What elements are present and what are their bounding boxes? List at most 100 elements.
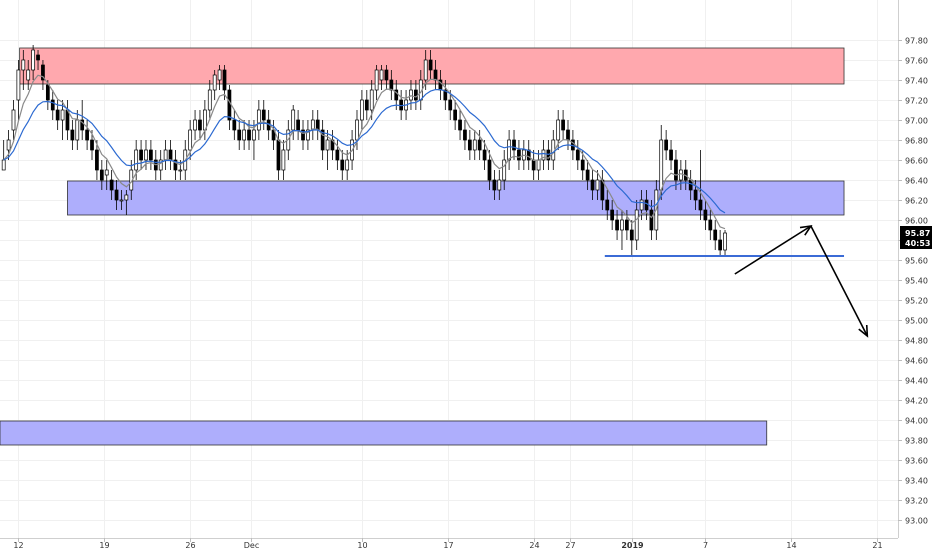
price-tick-label: 97.00 bbox=[905, 117, 928, 126]
candle-down bbox=[580, 159, 585, 171]
price-tick-label: 96.00 bbox=[905, 217, 928, 226]
candle-down bbox=[531, 159, 536, 171]
candle-up bbox=[472, 139, 477, 151]
candle-down bbox=[610, 209, 615, 221]
candle-down bbox=[467, 139, 472, 151]
arrow-up-head bbox=[799, 224, 813, 236]
time-tick-label: 21 bbox=[872, 541, 882, 550]
candle-down bbox=[605, 199, 610, 211]
candle-up bbox=[158, 159, 163, 171]
grid-lines bbox=[0, 0, 898, 538]
candle-up bbox=[193, 119, 197, 131]
mid-zone bbox=[67, 180, 845, 216]
candle-up bbox=[541, 149, 546, 161]
price-tick-label: 94.40 bbox=[905, 377, 928, 386]
candle-down bbox=[561, 119, 565, 131]
candle-down bbox=[463, 129, 467, 141]
price-tick-label: 95.40 bbox=[905, 277, 928, 286]
candle-down bbox=[296, 119, 300, 131]
candle-down bbox=[414, 89, 418, 101]
ema-slow-line bbox=[3, 88, 726, 214]
candle-up bbox=[556, 119, 561, 141]
candle-down bbox=[237, 129, 242, 141]
candle-down bbox=[149, 149, 153, 161]
candle-up bbox=[256, 109, 261, 131]
candle-down bbox=[625, 219, 629, 231]
candle-down bbox=[168, 149, 173, 161]
candle-down bbox=[453, 109, 458, 121]
candle-up bbox=[242, 129, 246, 141]
candle-down bbox=[664, 139, 669, 151]
price-tick-label: 95.00 bbox=[905, 317, 928, 326]
candle-down bbox=[50, 99, 55, 111]
time-axis[interactable]: 12 19 26 Dec 10 17 24 27 2019 7 14 21 bbox=[13, 538, 883, 550]
candle-down bbox=[139, 149, 143, 161]
time-tick-label: 14 bbox=[786, 541, 796, 550]
time-tick-label: 27 bbox=[565, 541, 575, 550]
candle-down bbox=[458, 119, 462, 131]
time-tick-label: 12 bbox=[13, 541, 23, 550]
candle-down bbox=[512, 139, 516, 151]
candle-down bbox=[55, 109, 60, 121]
price-tick-label: 95.60 bbox=[905, 257, 928, 266]
candle-down bbox=[487, 159, 492, 181]
candle-up bbox=[217, 69, 222, 81]
candle-up bbox=[678, 169, 683, 181]
candle-up bbox=[374, 69, 379, 91]
candle-down bbox=[315, 119, 320, 131]
candle-up bbox=[104, 169, 109, 176]
candle-down bbox=[276, 139, 281, 171]
candle-up bbox=[723, 232, 727, 251]
ema-fast-line bbox=[3, 74, 726, 230]
candle-down bbox=[335, 149, 340, 161]
candle-up bbox=[345, 159, 350, 171]
time-tick-label: 19 bbox=[99, 541, 109, 550]
candle-down bbox=[109, 179, 114, 191]
candle-up bbox=[16, 69, 21, 101]
candle-down bbox=[443, 89, 448, 101]
candle-up bbox=[409, 89, 413, 101]
bar-countdown: 40:53 bbox=[905, 239, 930, 248]
ema-layer bbox=[3, 74, 726, 230]
candle-up bbox=[163, 149, 168, 161]
candle-down bbox=[340, 159, 345, 171]
candle-down bbox=[590, 179, 595, 191]
candle-up bbox=[497, 179, 502, 191]
candle-down bbox=[364, 99, 369, 111]
candle-up bbox=[639, 199, 644, 211]
candle-down bbox=[629, 229, 634, 241]
price-tick-label: 96.40 bbox=[905, 177, 928, 186]
price-tick-label: 97.80 bbox=[905, 37, 928, 46]
resistance-zone bbox=[19, 47, 845, 85]
candle-down bbox=[85, 129, 89, 141]
candle-down bbox=[394, 89, 399, 101]
candle-down bbox=[575, 149, 580, 161]
candle-down bbox=[301, 129, 305, 141]
candle-up bbox=[75, 119, 80, 141]
candle-up bbox=[507, 139, 511, 161]
candle-down bbox=[227, 89, 232, 121]
time-tick-label: 24 bbox=[529, 541, 539, 550]
candle-up bbox=[355, 119, 359, 141]
candle-down bbox=[615, 219, 619, 231]
candle-down bbox=[80, 119, 85, 131]
candle-down bbox=[669, 149, 673, 161]
candle-up bbox=[306, 129, 310, 141]
candle-down bbox=[703, 209, 708, 221]
candle-down bbox=[222, 69, 227, 91]
price-axis-background bbox=[898, 0, 932, 550]
candle-down bbox=[566, 129, 570, 141]
candle-down bbox=[70, 129, 75, 141]
price-tick-label: 97.60 bbox=[905, 57, 928, 66]
price-tick-label: 96.20 bbox=[905, 197, 928, 206]
candle-up bbox=[379, 69, 384, 81]
candle-down bbox=[713, 229, 718, 241]
candle-down bbox=[674, 159, 678, 181]
candle-up bbox=[144, 149, 148, 161]
candle-up bbox=[252, 129, 256, 141]
arrow-up bbox=[734, 225, 812, 275]
candle-up bbox=[325, 139, 330, 151]
candle-up bbox=[124, 194, 129, 201]
